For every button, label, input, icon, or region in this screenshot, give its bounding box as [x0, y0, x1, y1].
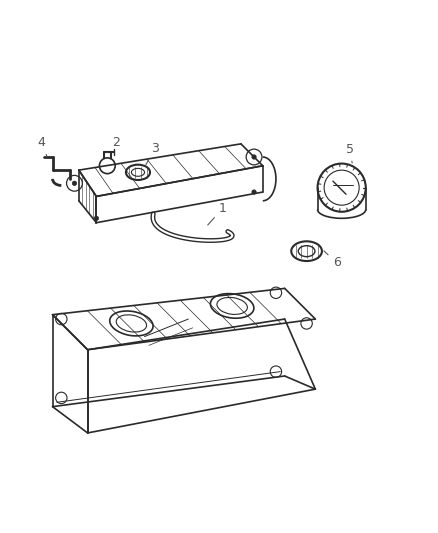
Circle shape — [252, 155, 256, 159]
Text: 5: 5 — [346, 143, 354, 163]
Text: 2: 2 — [107, 136, 120, 152]
Circle shape — [252, 190, 256, 194]
Text: 6: 6 — [324, 251, 341, 270]
Text: 3: 3 — [146, 142, 159, 165]
Circle shape — [94, 216, 99, 221]
Text: 4: 4 — [37, 136, 47, 157]
Circle shape — [72, 181, 77, 185]
Text: 1: 1 — [208, 202, 227, 225]
